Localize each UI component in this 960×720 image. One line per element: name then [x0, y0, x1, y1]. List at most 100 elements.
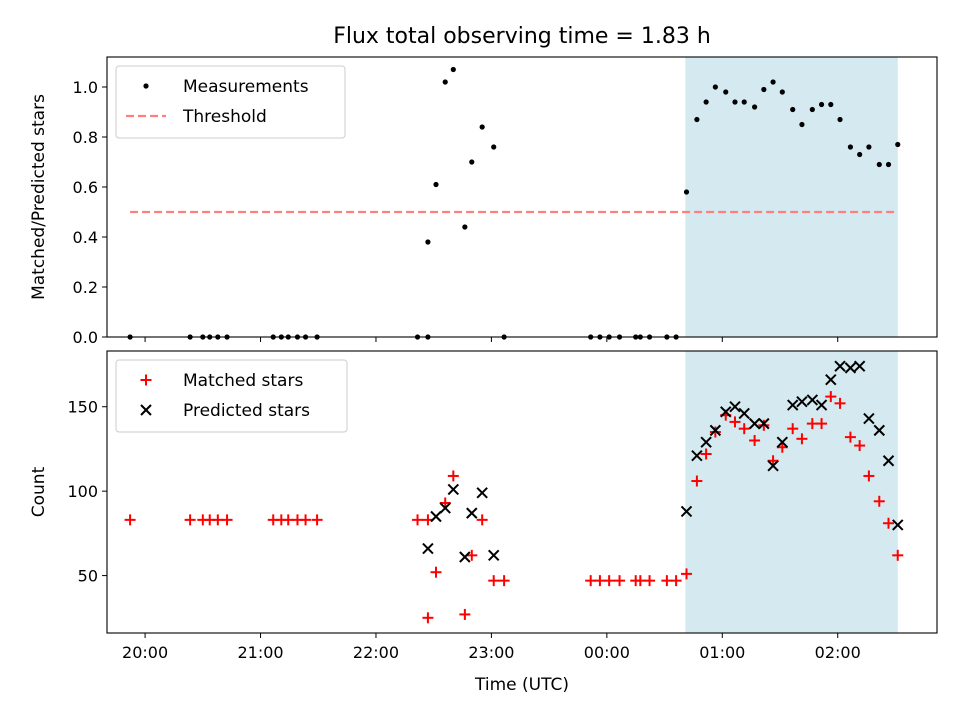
data-point — [834, 397, 846, 409]
data-point — [422, 612, 434, 624]
data-point — [450, 66, 456, 73]
data-point — [425, 239, 431, 245]
data-point — [720, 406, 732, 418]
data-point — [282, 514, 294, 526]
data-point — [703, 99, 709, 105]
data-point — [498, 575, 510, 587]
data-point-b — [709, 424, 722, 437]
y-tick-label: 0.4 — [73, 228, 98, 247]
data-point — [828, 101, 834, 108]
data-point-b — [748, 417, 761, 430]
data-point — [818, 101, 825, 108]
legend-label: Matched stars — [183, 371, 303, 391]
data-point — [892, 549, 904, 561]
legend-box — [115, 359, 348, 433]
data-point — [221, 514, 233, 526]
data-point — [885, 161, 892, 168]
data-point-b — [459, 551, 471, 563]
data-point — [837, 116, 843, 123]
x-tick-label: 00:00 — [584, 643, 630, 662]
y-tick-label: 1.0 — [73, 78, 98, 97]
data-point-b — [892, 519, 904, 531]
data-point — [809, 106, 815, 113]
data-point-b — [834, 360, 846, 372]
data-point — [825, 373, 837, 386]
series-matched-stars — [124, 391, 904, 624]
axes-frame — [106, 56, 938, 338]
data-point-b — [882, 455, 895, 467]
data-point — [694, 116, 700, 123]
data-point — [442, 79, 448, 85]
data-point-b — [786, 399, 799, 411]
data-point-b — [422, 542, 434, 555]
data-point — [661, 575, 673, 587]
data-point — [670, 575, 682, 587]
data-point — [422, 542, 434, 555]
data-point — [895, 141, 901, 148]
data-point — [300, 514, 312, 526]
data-point-b — [844, 362, 857, 374]
data-point — [776, 436, 789, 448]
data-point — [124, 514, 136, 526]
y-tick-label: 100 — [67, 482, 98, 501]
data-point — [892, 519, 904, 531]
data-point — [459, 608, 471, 620]
data-point-b — [720, 406, 732, 418]
legend: Matched stars Predicted stars — [115, 359, 348, 433]
x-tick-label: 02:00 — [815, 643, 861, 662]
data-point — [439, 502, 451, 514]
data-point — [412, 514, 424, 526]
legend-box — [115, 65, 346, 139]
data-point — [857, 151, 863, 158]
data-point — [806, 418, 818, 430]
data-point-b — [873, 424, 885, 437]
data-point — [796, 433, 808, 445]
data-point — [691, 449, 703, 462]
data-point — [767, 460, 779, 472]
data-point — [723, 89, 729, 95]
data-point — [796, 395, 808, 408]
data-point — [488, 575, 500, 587]
data-point — [799, 121, 805, 128]
axes-frame — [106, 350, 938, 634]
shaded-region — [685, 57, 898, 337]
legend-marker — [143, 83, 149, 89]
chart-title: Flux total observing time = 1.83 h — [333, 24, 711, 49]
data-point — [466, 549, 478, 561]
data-point — [585, 575, 597, 587]
data-point — [844, 431, 856, 443]
data-point — [594, 575, 606, 587]
data-point — [709, 424, 722, 437]
data-point — [680, 568, 692, 580]
data-point — [700, 448, 712, 460]
data-point — [741, 99, 747, 105]
data-point — [738, 423, 750, 435]
data-point — [844, 362, 857, 374]
data-point-b — [680, 505, 693, 518]
data-point — [614, 575, 626, 587]
data-point — [476, 514, 488, 526]
data-point-b — [488, 549, 500, 562]
data-point — [644, 575, 656, 587]
data-point — [212, 514, 224, 526]
legend-marker — [140, 374, 152, 386]
data-point-b — [863, 412, 875, 425]
data-point — [854, 440, 866, 452]
y-tick-label: 0.8 — [73, 128, 98, 147]
data-point — [873, 424, 885, 437]
data-point-b — [758, 417, 770, 430]
legend-marker-b — [140, 404, 152, 416]
data-point — [816, 418, 828, 430]
data-point — [683, 189, 690, 195]
data-point — [488, 549, 500, 562]
data-point — [786, 399, 799, 411]
data-point-b — [853, 360, 866, 372]
data-point-b — [439, 502, 451, 514]
data-point — [433, 181, 439, 188]
data-point — [462, 224, 468, 230]
y-tick-label: 0.2 — [73, 278, 98, 297]
data-point-b — [815, 399, 828, 411]
data-point — [729, 416, 741, 428]
data-point-b — [691, 449, 703, 462]
data-point — [680, 505, 693, 518]
